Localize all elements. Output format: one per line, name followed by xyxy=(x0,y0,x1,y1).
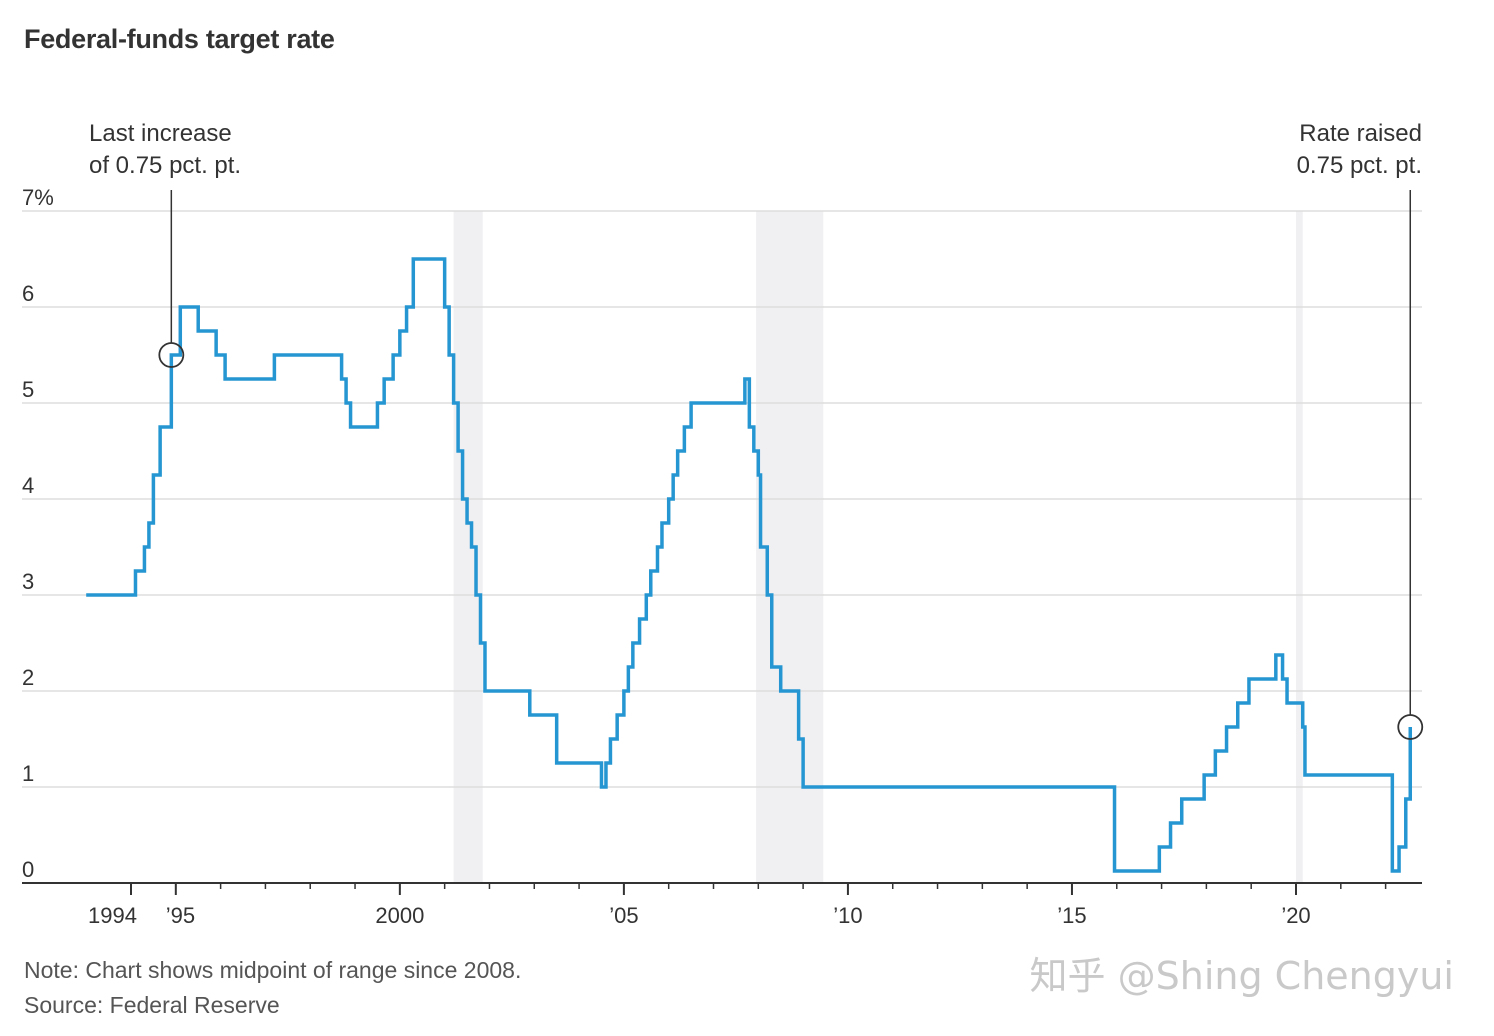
recession-band-0 xyxy=(453,211,483,883)
chart-source: Source: Federal Reserve xyxy=(24,992,280,1018)
series-line-0 xyxy=(86,257,1413,873)
watermark: 知乎 @Shing Chengyui xyxy=(1029,954,1454,998)
x-tick-label-2010: ’10 xyxy=(833,903,862,928)
x-tick-label-1994: 1994 xyxy=(88,903,137,928)
y-tick-label-5: 5 xyxy=(22,377,34,402)
annotation-rate-raised: Rate raised 0.75 pct. pt. xyxy=(1297,118,1422,182)
y-tick-label-1: 1 xyxy=(22,761,34,786)
annotation-left-line1: Last increase xyxy=(89,120,232,147)
y-tick-label-2: 2 xyxy=(22,665,34,690)
y-tick-label-0: 0 xyxy=(22,857,34,882)
x-tick-label-2005: ’05 xyxy=(609,903,638,928)
annotation-marker-1 xyxy=(1397,714,1424,740)
x-tick-label-2015: ’15 xyxy=(1057,903,1086,928)
y-tick-label-4: 4 xyxy=(22,473,34,498)
annotation-marker-0 xyxy=(158,342,185,368)
annotation-right-line2: 0.75 pct. pt. xyxy=(1296,152,1422,179)
y-tick-label-7: 7% xyxy=(22,185,54,210)
y-tick-label-6: 6 xyxy=(22,281,34,306)
x-tick-label-2020: ’20 xyxy=(1281,903,1310,928)
annotation-right-line1: Rate raised xyxy=(1299,120,1422,147)
y-tick-label-3: 3 xyxy=(22,569,34,594)
annotation-left-line2: of 0.75 pct. pt. xyxy=(89,152,242,179)
recession-band-2 xyxy=(1296,211,1303,883)
chart-note: Note: Chart shows midpoint of range sinc… xyxy=(24,957,522,983)
chart-title: Federal-funds target rate xyxy=(24,24,335,54)
x-tick-label-2000: 2000 xyxy=(375,903,424,928)
annotation-last-increase: Last increase of 0.75 pct. pt. xyxy=(89,118,241,182)
x-tick-label-1995: ’95 xyxy=(166,903,195,928)
